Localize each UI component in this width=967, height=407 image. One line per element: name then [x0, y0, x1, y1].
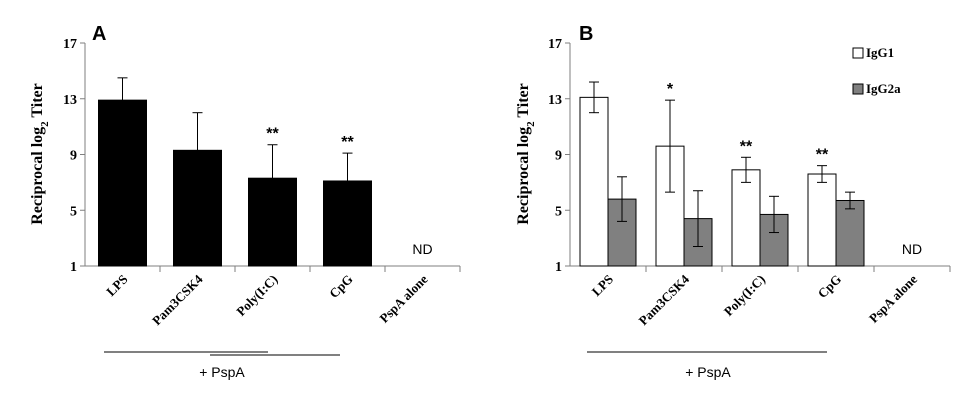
significance-marker: *: [667, 81, 674, 98]
x-tick-label: Poly(I:C): [721, 272, 768, 319]
x-tick-label: LPS: [103, 272, 130, 299]
x-tick-label: Pam3CSK4: [149, 271, 206, 328]
nd-label: ND: [902, 241, 922, 257]
panel-a-group-label: + PspA: [199, 364, 245, 380]
bar: [835, 199, 865, 267]
x-tick-label: LPS: [589, 272, 616, 299]
panel-b-y-axis-label: Reciprocal log2 Titer: [515, 83, 537, 224]
panel-b-label: B: [579, 23, 593, 45]
y-tick-label: 1: [70, 260, 77, 275]
significance-marker: **: [816, 147, 829, 164]
x-tick-label: CpG: [326, 272, 356, 302]
y-tick-label: 13: [63, 93, 77, 108]
panel-a-bars: ** ** ND: [98, 77, 433, 267]
nd-label: ND: [412, 241, 432, 257]
significance-marker: **: [341, 134, 354, 151]
panel-a-y-axis-label: Reciprocal log2 Titer: [29, 83, 51, 224]
y-tick-label: 9: [555, 149, 562, 164]
panel-b-legend: IgG1 IgG2a: [852, 45, 901, 96]
x-tick-label: Pam3CSK4: [636, 271, 693, 328]
x-tick-label: CpG: [815, 272, 845, 302]
significance-marker: **: [740, 138, 753, 155]
panel-a-chart: A Reciprocal log2 Titer 1 5 9 13 17 ** ** ND L…: [29, 23, 461, 380]
panel-a-x-ticks: LPS Pam3CSK4 Poly(I:C) CpG PspA alone: [103, 271, 431, 328]
bar: [807, 173, 837, 267]
legend-swatch-igg2a: [852, 83, 864, 95]
x-tick-label: PspA alone: [376, 271, 430, 325]
panel-a-label: A: [92, 23, 106, 45]
y-tick-label: 17: [63, 37, 77, 52]
bar: [731, 169, 761, 267]
bar: [98, 99, 147, 267]
y-tick-label: 17: [548, 37, 562, 52]
panel-a-y-ticks: 1 5 9 13 17: [63, 37, 461, 275]
y-tick-label: 5: [70, 204, 77, 219]
y-tick-label: 13: [548, 93, 562, 108]
x-tick-label: PspA alone: [866, 271, 920, 325]
y-tick-label: 1: [555, 260, 562, 275]
panel-b-group-label: + PspA: [685, 364, 731, 380]
panel-b-x-ticks: LPS Pam3CSK4 Poly(I:C) CpG PspA alone: [589, 271, 921, 328]
legend-label-igg1: IgG1: [866, 45, 894, 60]
panel-b-bars: *** **ND: [579, 81, 922, 267]
legend-label-igg2a: IgG2a: [866, 81, 901, 96]
significance-marker: **: [266, 126, 279, 143]
bar: [579, 96, 609, 267]
y-tick-label: 9: [70, 149, 77, 164]
y-tick-label: 5: [555, 204, 562, 219]
legend-swatch-igg1: [852, 47, 864, 59]
x-tick-label: Poly(I:C): [233, 272, 280, 319]
